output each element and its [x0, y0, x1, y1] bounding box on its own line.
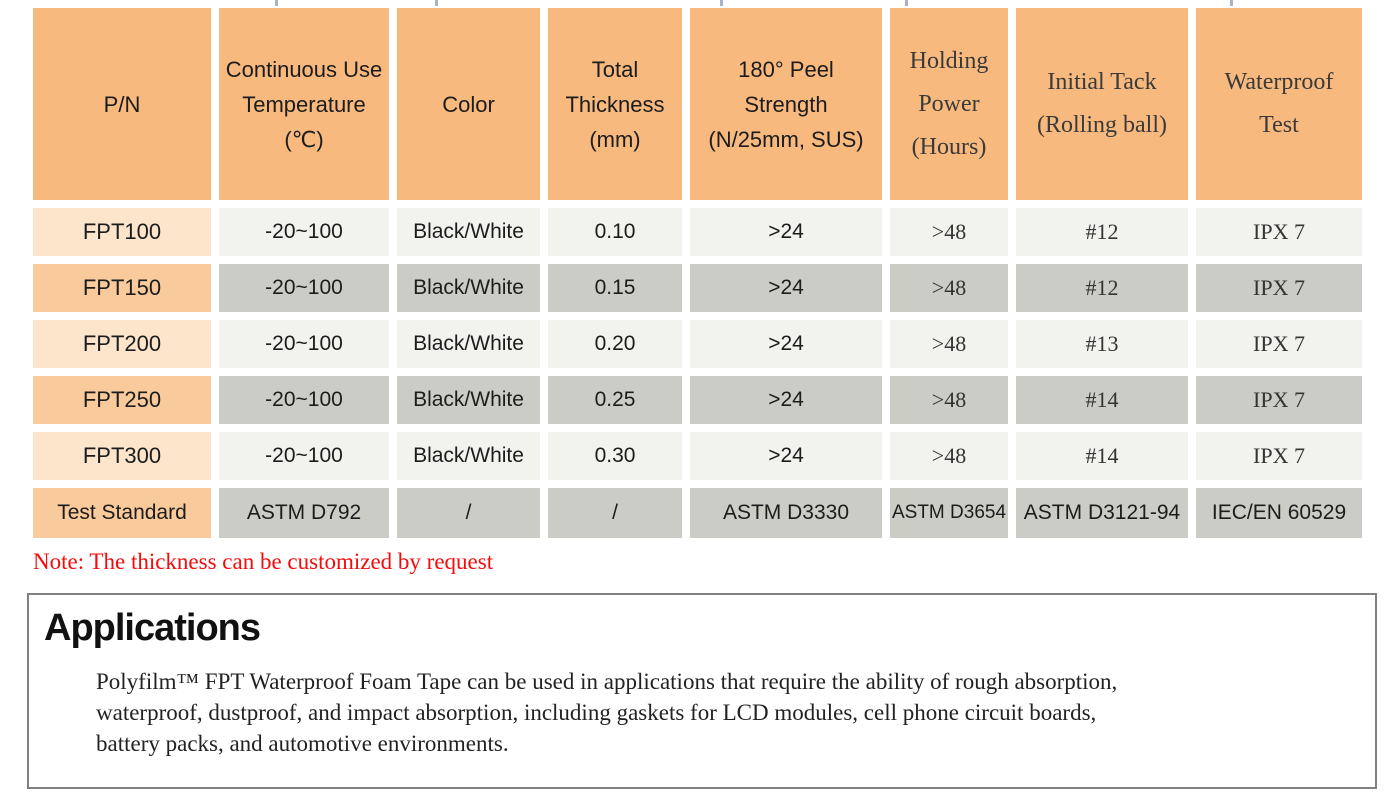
data-cell: >24: [690, 376, 882, 424]
pn-cell: FPT250: [33, 376, 211, 424]
applications-section: Applications Polyfilm™ FPT Waterproof Fo…: [27, 593, 1377, 789]
data-cell: -20~100: [219, 208, 389, 256]
data-cell: Black/White: [397, 320, 540, 368]
pn-cell: FPT150: [33, 264, 211, 312]
header-color: Color: [397, 8, 540, 200]
data-cell: >24: [690, 208, 882, 256]
header-holding-power: Holding Power (Hours): [890, 8, 1008, 200]
data-cell: >48: [890, 320, 1008, 368]
data-cell: -20~100: [219, 264, 389, 312]
pn-cell: FPT100: [33, 208, 211, 256]
data-cell: 0.15: [548, 264, 682, 312]
data-cell: 0.20: [548, 320, 682, 368]
data-cell: #14: [1016, 376, 1188, 424]
test-standard-cell: ASTM D3654: [890, 488, 1008, 538]
data-cell: 0.10: [548, 208, 682, 256]
column-guide-tick: [435, 0, 438, 6]
spec-table: P/N Continuous Use Temperature (℃) Color To…: [33, 8, 1362, 538]
data-cell: IPX 7: [1196, 208, 1362, 256]
test-standard-cell: ASTM D792: [219, 488, 389, 538]
column-guide-tick: [275, 0, 278, 6]
data-cell: Black/White: [397, 376, 540, 424]
test-standard-cell: IEC/EN 60529: [1196, 488, 1362, 538]
header-continuous-use-temperature: Continuous Use Temperature (℃): [219, 8, 389, 200]
data-cell: #13: [1016, 320, 1188, 368]
thickness-note: Note: The thickness can be customized by…: [33, 549, 494, 574]
data-cell: IPX 7: [1196, 432, 1362, 480]
header-pn: P/N: [33, 8, 211, 200]
data-cell: >24: [690, 264, 882, 312]
header-peel-strength: 180° Peel Strength (N/25mm, SUS): [690, 8, 882, 200]
data-cell: IPX 7: [1196, 264, 1362, 312]
data-cell: IPX 7: [1196, 320, 1362, 368]
data-cell: Black/White: [397, 432, 540, 480]
data-cell: >48: [890, 264, 1008, 312]
column-guide-tick: [905, 0, 908, 6]
data-cell: -20~100: [219, 432, 389, 480]
data-cell: >24: [690, 432, 882, 480]
data-cell: -20~100: [219, 376, 389, 424]
header-total-thickness: Total Thickness (mm): [548, 8, 682, 200]
pn-cell: FPT200: [33, 320, 211, 368]
column-guide-tick: [720, 0, 723, 6]
data-cell: 0.25: [548, 376, 682, 424]
test-standard-cell: ASTM D3121-94: [1016, 488, 1188, 538]
header-waterproof-test: Waterproof Test: [1196, 8, 1362, 200]
pn-cell: FPT300: [33, 432, 211, 480]
test-standard-cell: /: [548, 488, 682, 538]
top-ticks: [0, 0, 1389, 7]
data-cell: #12: [1016, 208, 1188, 256]
data-cell: >48: [890, 208, 1008, 256]
data-cell: Black/White: [397, 264, 540, 312]
test-standard-cell: ASTM D3330: [690, 488, 882, 538]
data-cell: -20~100: [219, 320, 389, 368]
data-cell: 0.30: [548, 432, 682, 480]
test-standard-cell: /: [397, 488, 540, 538]
applications-body: Polyfilm™ FPT Waterproof Foam Tape can b…: [96, 669, 1118, 756]
header-initial-tack: Initial Tack (Rolling ball): [1016, 8, 1188, 200]
data-cell: Black/White: [397, 208, 540, 256]
data-cell: #12: [1016, 264, 1188, 312]
data-cell: >48: [890, 376, 1008, 424]
data-cell: IPX 7: [1196, 376, 1362, 424]
applications-title: Applications: [44, 607, 261, 649]
data-cell: >48: [890, 432, 1008, 480]
data-cell: #14: [1016, 432, 1188, 480]
data-cell: >24: [690, 320, 882, 368]
pn-cell-test-standard: Test Standard: [33, 488, 211, 538]
column-guide-tick: [1230, 0, 1233, 6]
